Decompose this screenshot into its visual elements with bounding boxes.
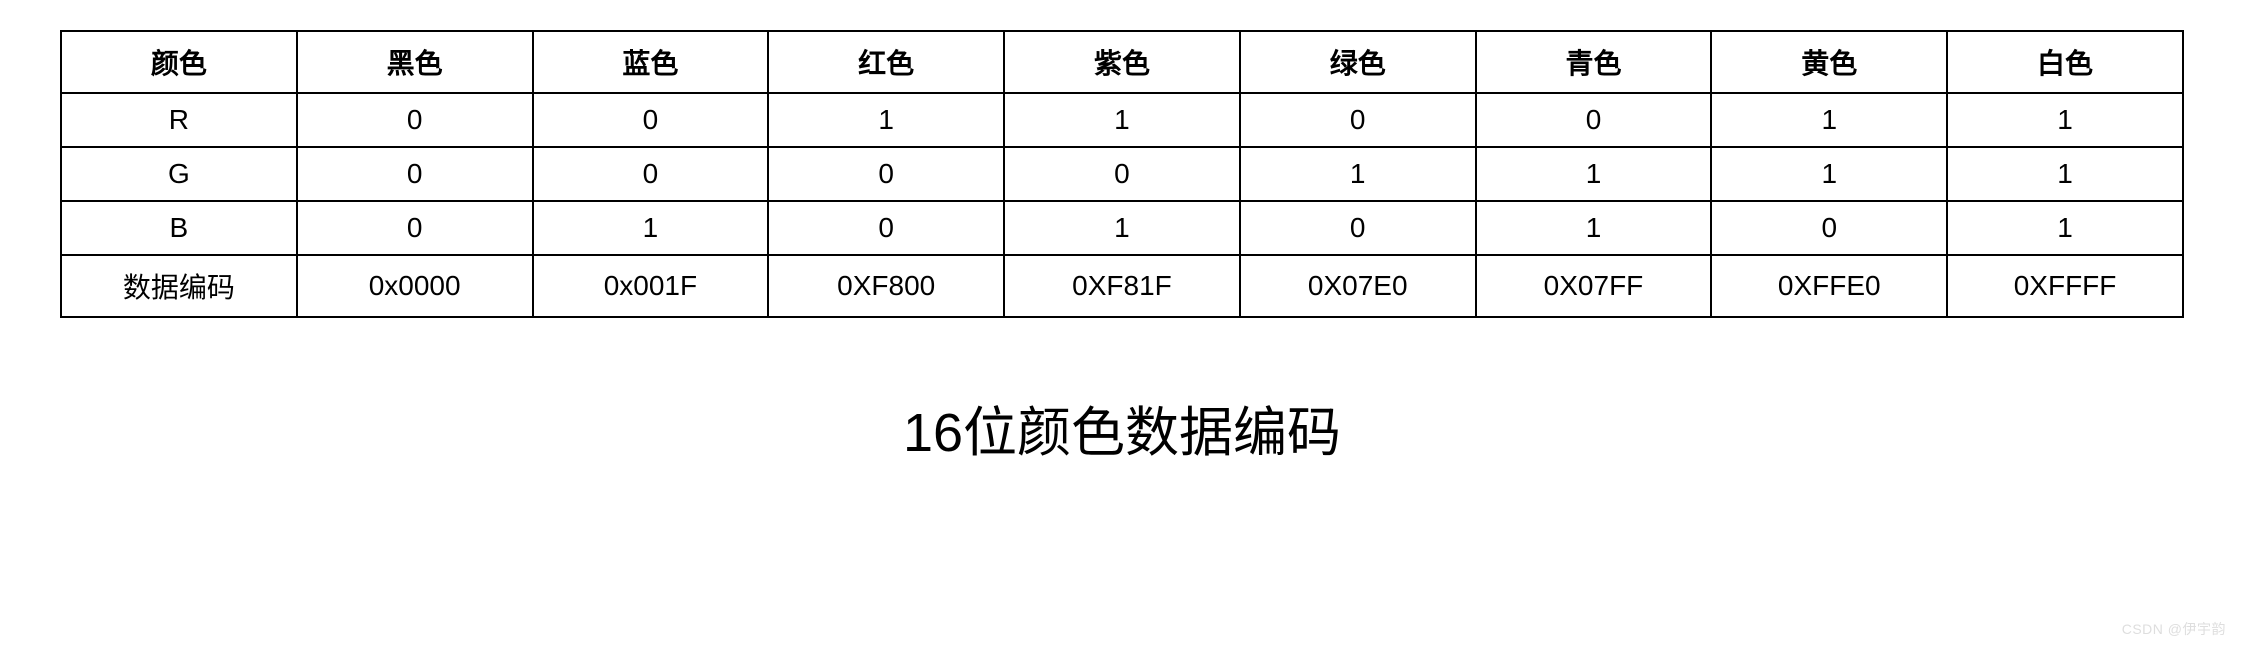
table-cell: 1 [1004, 201, 1240, 255]
table-cell: 0x0000 [297, 255, 533, 317]
header-cell: 红色 [768, 31, 1004, 93]
table-cell: 0 [297, 201, 533, 255]
table-row: B 0 1 0 1 0 1 0 1 [61, 201, 2183, 255]
table-cell: 0X07E0 [1240, 255, 1476, 317]
table-cell: 0 [1004, 147, 1240, 201]
header-cell: 蓝色 [533, 31, 769, 93]
table-cell: 1 [1004, 93, 1240, 147]
table-cell: 0X07FF [1476, 255, 1712, 317]
row-label-cell: 数据编码 [61, 255, 297, 317]
header-cell: 紫色 [1004, 31, 1240, 93]
table-cell: 0XF800 [768, 255, 1004, 317]
header-cell: 白色 [1947, 31, 2183, 93]
table-cell: 0 [297, 93, 533, 147]
table-caption: 16位颜色数据编码 [60, 388, 2184, 467]
table-cell: 0XF81F [1004, 255, 1240, 317]
table-cell: 0x001F [533, 255, 769, 317]
table-cell: 0 [768, 201, 1004, 255]
row-label-cell: B [61, 201, 297, 255]
table-cell: 0 [1240, 93, 1476, 147]
watermark-text: CSDN @伊宇韵 [2122, 619, 2226, 639]
header-cell: 黑色 [297, 31, 533, 93]
table-cell: 1 [1947, 147, 2183, 201]
table-cell: 0 [1711, 201, 1947, 255]
header-cell: 绿色 [1240, 31, 1476, 93]
table-cell: 1 [768, 93, 1004, 147]
table-cell: 0XFFE0 [1711, 255, 1947, 317]
table-cell: 1 [1476, 201, 1712, 255]
table-cell: 0XFFFF [1947, 255, 2183, 317]
table-cell: 0 [533, 93, 769, 147]
table-cell: 1 [1711, 93, 1947, 147]
table-row: 数据编码 0x0000 0x001F 0XF800 0XF81F 0X07E0 … [61, 255, 2183, 317]
table-cell: 0 [1476, 93, 1712, 147]
table-row: R 0 0 1 1 0 0 1 1 [61, 93, 2183, 147]
header-cell: 颜色 [61, 31, 297, 93]
table-row: G 0 0 0 0 1 1 1 1 [61, 147, 2183, 201]
header-cell: 黄色 [1711, 31, 1947, 93]
table-cell: 0 [768, 147, 1004, 201]
table-cell: 1 [1947, 201, 2183, 255]
table-cell: 0 [533, 147, 769, 201]
color-encoding-table: 颜色 黑色 蓝色 红色 紫色 绿色 青色 黄色 白色 R 0 0 1 1 0 0… [60, 30, 2184, 318]
table-cell: 0 [1240, 201, 1476, 255]
table-cell: 1 [1711, 147, 1947, 201]
table-header-row: 颜色 黑色 蓝色 红色 紫色 绿色 青色 黄色 白色 [61, 31, 2183, 93]
table-cell: 1 [533, 201, 769, 255]
header-cell: 青色 [1476, 31, 1712, 93]
table-cell: 0 [297, 147, 533, 201]
table-cell: 1 [1947, 93, 2183, 147]
table-cell: 1 [1240, 147, 1476, 201]
row-label-cell: R [61, 93, 297, 147]
table-cell: 1 [1476, 147, 1712, 201]
row-label-cell: G [61, 147, 297, 201]
